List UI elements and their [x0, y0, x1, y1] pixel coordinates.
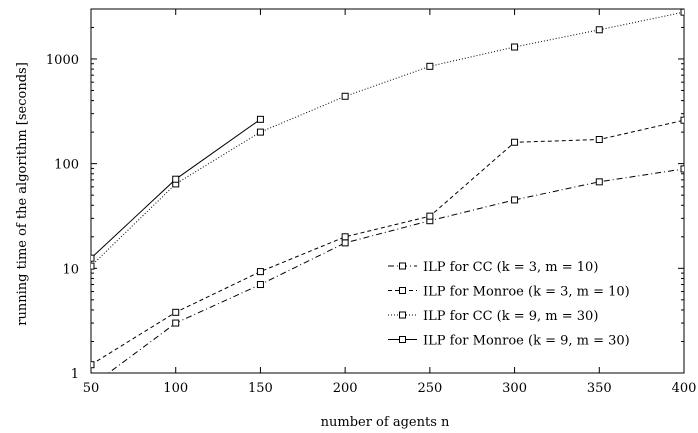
- data-point: [172, 175, 180, 183]
- data-point: [680, 116, 684, 124]
- legend-item-3: ILP for CC (k = 9, m = 30): [388, 309, 598, 324]
- series-line: [91, 118, 261, 259]
- y-tick-label: 1: [71, 367, 79, 382]
- data-point: [256, 115, 264, 123]
- data-point: [341, 239, 349, 247]
- data-point: [172, 308, 180, 316]
- x-tick-label: 350: [587, 381, 612, 396]
- legend-marker: [399, 262, 406, 270]
- data-point: [172, 319, 180, 327]
- data-point: [341, 233, 349, 241]
- data-point: [426, 62, 434, 70]
- data-point: [680, 165, 684, 173]
- axes: 50 100 150 200 250 300 350 400 1 10 100 1000: [46, 8, 697, 396]
- data-point: [595, 136, 603, 144]
- data-point: [511, 138, 519, 146]
- legend: ILP for CC (k = 3, m = 10) ILP for Monroe…: [388, 260, 630, 349]
- data-point: [341, 92, 349, 100]
- series-line: [91, 119, 684, 366]
- data-point: [256, 281, 264, 289]
- x-tick-label: 400: [672, 381, 697, 396]
- legend-marker: [399, 287, 406, 294]
- plot-frame: [90, 8, 685, 374]
- data-point: [426, 212, 434, 220]
- y-tick-label: 1000: [46, 53, 79, 68]
- x-tick-label: 200: [333, 381, 358, 396]
- x-tick-label: 100: [163, 381, 188, 396]
- data-point: [595, 26, 603, 34]
- data-point: [511, 43, 519, 51]
- x-tick-label: 300: [502, 381, 527, 396]
- legend-marker: [399, 336, 406, 343]
- x-tick-label: 150: [248, 381, 273, 396]
- legend-item-4: ILP for Monroe (k = 9, m = 30): [388, 334, 630, 349]
- legend-label: ILP for Monroe (k = 9, m = 30): [423, 334, 630, 349]
- data-point: [595, 178, 603, 186]
- series-2: [91, 116, 684, 369]
- legend-item-2: ILP for Monroe (k = 3, m = 10): [388, 285, 630, 300]
- legend-item-1: ILP for CC (k = 3, m = 10): [388, 260, 598, 275]
- y-axis-label: running time of the algorithm [seconds]: [15, 62, 30, 326]
- series-4: [91, 115, 264, 262]
- x-tick-label: 250: [417, 381, 442, 396]
- x-axis-label: number of agents n: [321, 415, 450, 430]
- series-line: [107, 168, 684, 373]
- series-group: [91, 9, 684, 373]
- data-point: [680, 9, 684, 16]
- series-line: [91, 11, 684, 267]
- legend-label: ILP for CC (k = 9, m = 30): [423, 309, 598, 324]
- legend-label: ILP for CC (k = 3, m = 10): [423, 260, 598, 275]
- y-tick-label: 10: [62, 262, 79, 277]
- series-1: [107, 165, 684, 373]
- data-point: [511, 196, 519, 204]
- data-point: [91, 262, 95, 270]
- x-tick-label: 50: [83, 381, 100, 396]
- data-point: [256, 268, 264, 276]
- y-tick-label: 100: [54, 158, 79, 173]
- legend-marker: [399, 311, 406, 319]
- data-point: [91, 254, 95, 262]
- legend-label: ILP for Monroe (k = 3, m = 10): [423, 285, 630, 300]
- data-point: [91, 361, 95, 369]
- series-3: [91, 9, 684, 270]
- data-point: [256, 128, 264, 136]
